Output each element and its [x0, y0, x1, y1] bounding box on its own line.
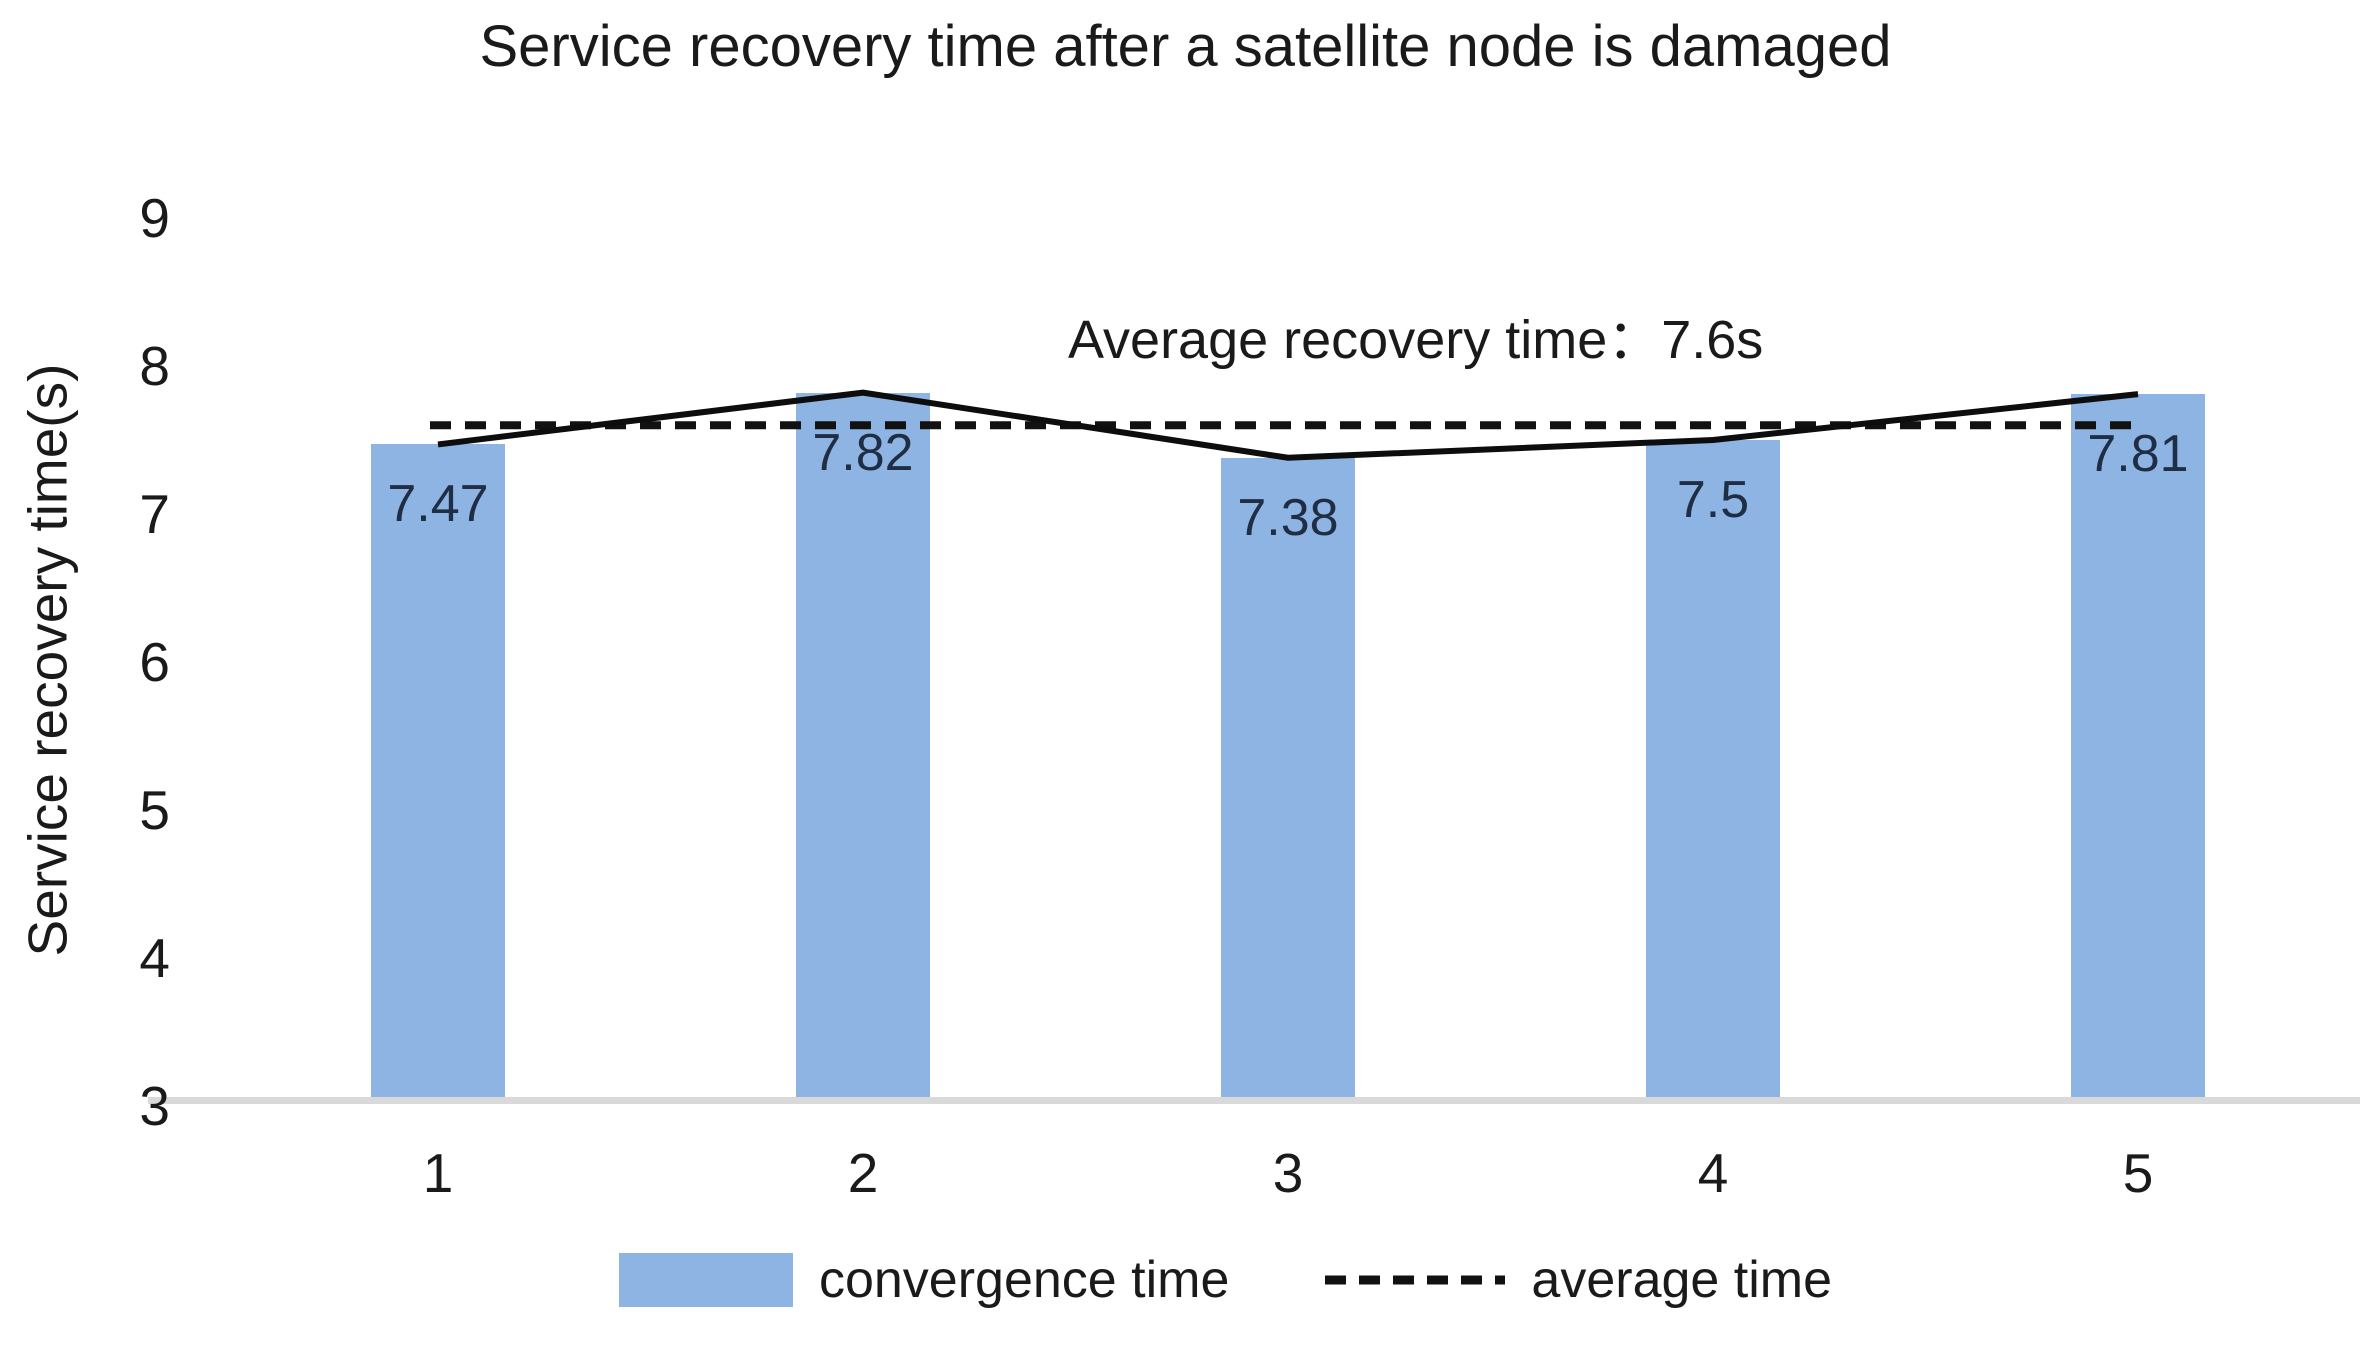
y-axis-tick-label: 9	[139, 187, 170, 249]
bar-value-label: 7.47	[387, 475, 489, 534]
bar-value-label: 7.38	[1237, 488, 1339, 547]
legend-label: convergence time	[818, 1251, 1230, 1309]
bar-convergence-time	[796, 392, 930, 1103]
bar-value-label: 7.5	[1676, 471, 1750, 529]
bar-value-label: 7.82	[812, 423, 914, 482]
y-axis-tick-label: 4	[139, 927, 170, 989]
bar-convergence-time	[2071, 394, 2205, 1103]
x-axis-tick-label: 5	[2122, 1142, 2154, 1204]
x-axis-tick-label: 3	[1272, 1142, 1304, 1204]
bar-convergence-time	[1646, 440, 1780, 1103]
y-axis-tick-label: 7	[139, 483, 170, 545]
legend-item-convergence-time: convergence time	[618, 1250, 1230, 1310]
bar-value-label: 7.81	[2087, 425, 2189, 484]
y-axis-tick-label: 8	[139, 335, 170, 397]
recovery-trend-line	[437, 389, 2139, 461]
average-annotation: Average recovery time：7.6s	[1068, 310, 1764, 370]
legend-item-average-time: average time	[1325, 1250, 1832, 1310]
x-axis-tick-label: 2	[847, 1142, 879, 1204]
bar-convergence-time	[1221, 457, 1355, 1103]
x-axis-tick-label: 1	[422, 1142, 454, 1204]
x-axis-tick-label: 4	[1697, 1142, 1729, 1204]
x-axis-line	[148, 1097, 2360, 1104]
legend: convergence time average time	[0, 1250, 2371, 1310]
bar-swatch-icon	[618, 1253, 793, 1307]
bar-convergence-time	[371, 444, 505, 1103]
dashed-line-swatch-icon	[1325, 1275, 1506, 1285]
chart-title: Service recovery time after a satellite …	[479, 14, 1892, 79]
legend-label: average time	[1531, 1251, 1833, 1309]
y-axis-tick-label: 6	[139, 631, 170, 693]
y-axis-tick-label: 3	[139, 1075, 170, 1137]
y-axis-tick-label: 5	[139, 779, 170, 841]
